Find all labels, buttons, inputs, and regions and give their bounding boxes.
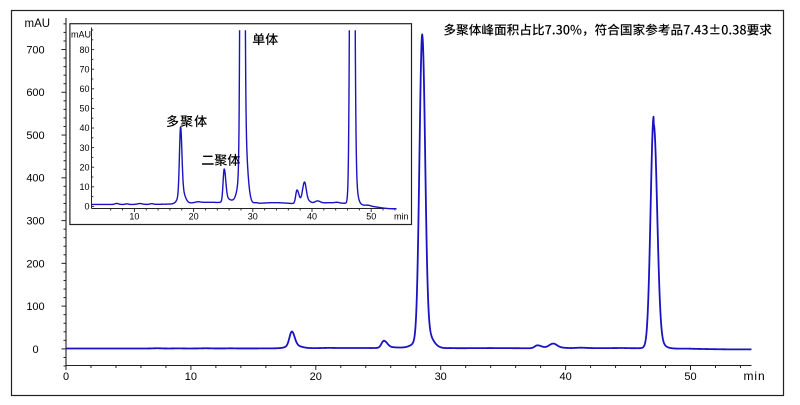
svg-text:10: 10 xyxy=(129,212,139,222)
svg-text:10: 10 xyxy=(79,182,89,192)
svg-text:0: 0 xyxy=(84,202,89,212)
svg-text:20: 20 xyxy=(310,371,322,383)
svg-text:50: 50 xyxy=(79,104,89,114)
svg-text:500: 500 xyxy=(26,130,44,142)
svg-text:30: 30 xyxy=(248,212,258,222)
svg-text:700: 700 xyxy=(26,44,44,56)
svg-text:600: 600 xyxy=(26,87,44,99)
svg-text:60: 60 xyxy=(79,84,89,94)
svg-text:70: 70 xyxy=(79,64,89,74)
svg-text:40: 40 xyxy=(559,371,571,383)
svg-text:20: 20 xyxy=(189,212,199,222)
svg-text:min: min xyxy=(394,212,409,222)
svg-text:50: 50 xyxy=(684,371,696,383)
svg-text:50: 50 xyxy=(366,212,376,222)
svg-text:80: 80 xyxy=(79,45,89,55)
svg-text:0: 0 xyxy=(32,344,38,356)
svg-text:mAU: mAU xyxy=(71,30,91,40)
svg-text:30: 30 xyxy=(435,371,447,383)
svg-text:400: 400 xyxy=(26,173,44,185)
svg-text:mAU: mAU xyxy=(25,18,51,30)
svg-text:100: 100 xyxy=(26,301,44,313)
svg-text:min: min xyxy=(744,369,766,383)
svg-text:200: 200 xyxy=(26,258,44,270)
svg-text:40: 40 xyxy=(307,212,317,222)
svg-text:300: 300 xyxy=(26,215,44,227)
svg-text:30: 30 xyxy=(79,143,89,153)
svg-text:0: 0 xyxy=(63,371,69,383)
svg-text:10: 10 xyxy=(185,371,197,383)
svg-text:40: 40 xyxy=(79,123,89,133)
svg-text:20: 20 xyxy=(79,162,89,172)
